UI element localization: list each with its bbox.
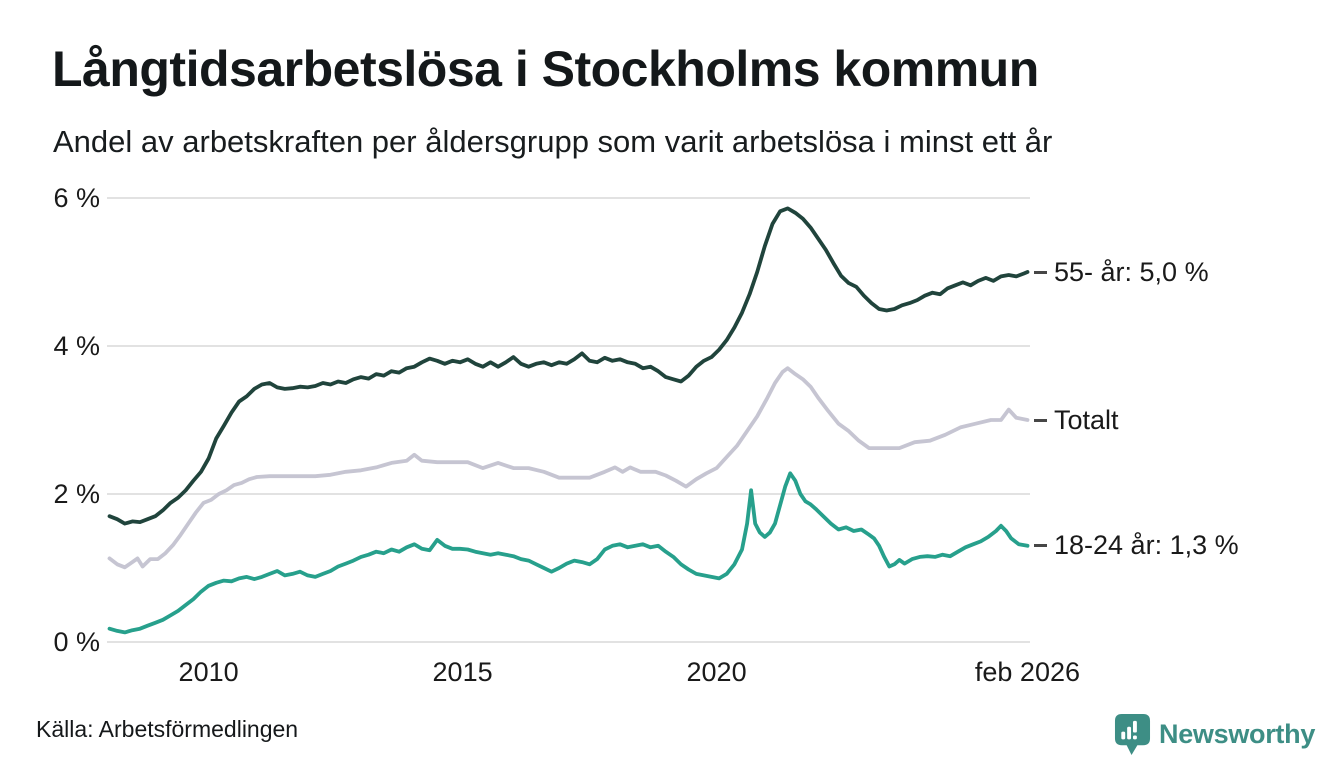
label-tick-icon [1034, 270, 1047, 274]
source-note: Källa: Arbetsförmedlingen [36, 716, 299, 742]
x-axis-tick-2015: 2015 [432, 657, 493, 687]
x-axis-tick-2010: 2010 [178, 657, 239, 687]
series-label-18-24-ar: 18-24 år: 1,3 % [1034, 530, 1239, 562]
newsworthy-bubble-chart-icon [1114, 713, 1151, 755]
page-title: Långtidsarbetslösa i Stockholms kommun [52, 41, 1039, 97]
page-subtitle: Andel av arbetskraften per åldersgrupp s… [53, 124, 1053, 159]
y-axis-tick-2: 2 % [53, 479, 100, 509]
y-axis-tick-0: 0 % [53, 627, 100, 657]
series-label-text: 18-24 år: 1,3 % [1054, 530, 1239, 561]
newsworthy-logo[interactable]: Newsworthy [1114, 710, 1329, 758]
x-axis-tick-2020: 2020 [686, 657, 747, 687]
series-label-totalt: Totalt [1034, 404, 1119, 436]
series-label-text: Totalt [1054, 404, 1119, 435]
series-line-55- år [107, 206, 1030, 526]
series-line-18-24 år [107, 471, 1030, 635]
series-line-Totalt [107, 366, 1030, 570]
y-axis-tick-4: 4 % [53, 331, 100, 361]
label-tick-icon [1034, 544, 1047, 548]
label-tick-icon [1034, 418, 1047, 422]
series-label-text: 55- år: 5,0 % [1054, 256, 1209, 287]
x-axis-tick-feb-2026: feb 2026 [974, 657, 1081, 687]
newsworthy-wordmark: Newsworthy [1159, 718, 1316, 749]
y-axis-tick-6: 6 % [53, 183, 100, 213]
series-label-55-ar: 55- år: 5,0 % [1034, 256, 1209, 288]
